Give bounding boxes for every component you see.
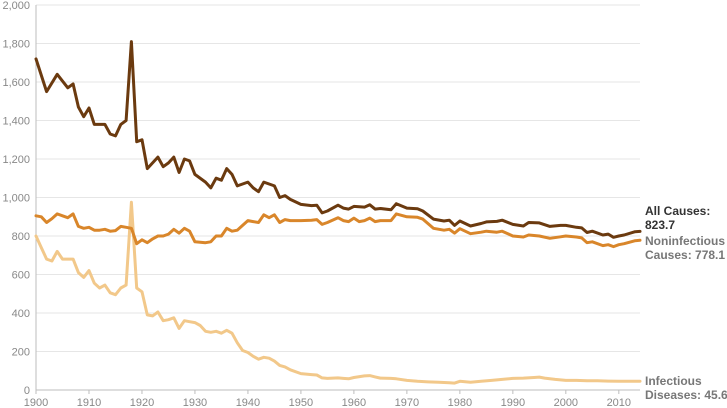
y-tick-label: 200 (12, 347, 30, 359)
series-line-noninfectious-causes (34, 212, 642, 249)
y-tick-label: 600 (12, 270, 30, 282)
end-label-noninfectious-causes-line1: Noninfectious (645, 234, 725, 248)
series-lines (34, 40, 642, 385)
x-tick-label: 2010 (607, 397, 631, 408)
x-tick-label: 1940 (236, 397, 260, 408)
x-tick-label: 1980 (448, 397, 472, 408)
series-line-infectious-diseases (34, 200, 642, 385)
x-tick-label: 1920 (130, 397, 154, 408)
y-tick-label: 2,000 (2, 0, 30, 12)
y-tick-label: 1,600 (2, 77, 30, 89)
x-tick-label: 1960 (342, 397, 366, 408)
y-tick-label: 1,200 (2, 154, 30, 166)
x-tick-label: 1990 (501, 397, 525, 408)
y-tick-label: 800 (12, 231, 30, 243)
y-tick-label: 400 (12, 308, 30, 320)
end-label-infectious-diseases-line2: Diseases: 45.6 (645, 388, 727, 402)
y-tick-label: 0 (24, 385, 30, 397)
y-tick-label: 1,000 (2, 193, 30, 205)
x-tick-label: 1910 (77, 397, 101, 408)
x-tick-label: 1970 (395, 397, 419, 408)
end-label-all-causes-line2: 823.7 (645, 218, 675, 232)
x-axis-ticks: 1900 1910 1920 1930 1940 1950 1960 1970 1980 1990… (24, 390, 631, 408)
y-axis-ticks: 0 200 400 600 800 1,000 1,200 1,400 1,600 1,800 2,… (2, 0, 30, 397)
x-tick-label: 1930 (183, 397, 207, 408)
end-label-noninfectious-causes-line2: Causes: 778.1 (645, 248, 725, 262)
x-tick-label: 2000 (554, 397, 578, 408)
x-tick-label: 1900 (24, 397, 48, 408)
gridlines (35, 4, 640, 391)
end-label-all-causes-line1: All Causes: (645, 204, 710, 218)
y-tick-label: 1,400 (2, 116, 30, 128)
y-tick-label: 1,800 (2, 39, 30, 51)
series-line-all-causes (34, 40, 642, 239)
end-label-infectious-diseases-line1: Infectious (645, 374, 702, 388)
x-tick-label: 1950 (289, 397, 313, 408)
